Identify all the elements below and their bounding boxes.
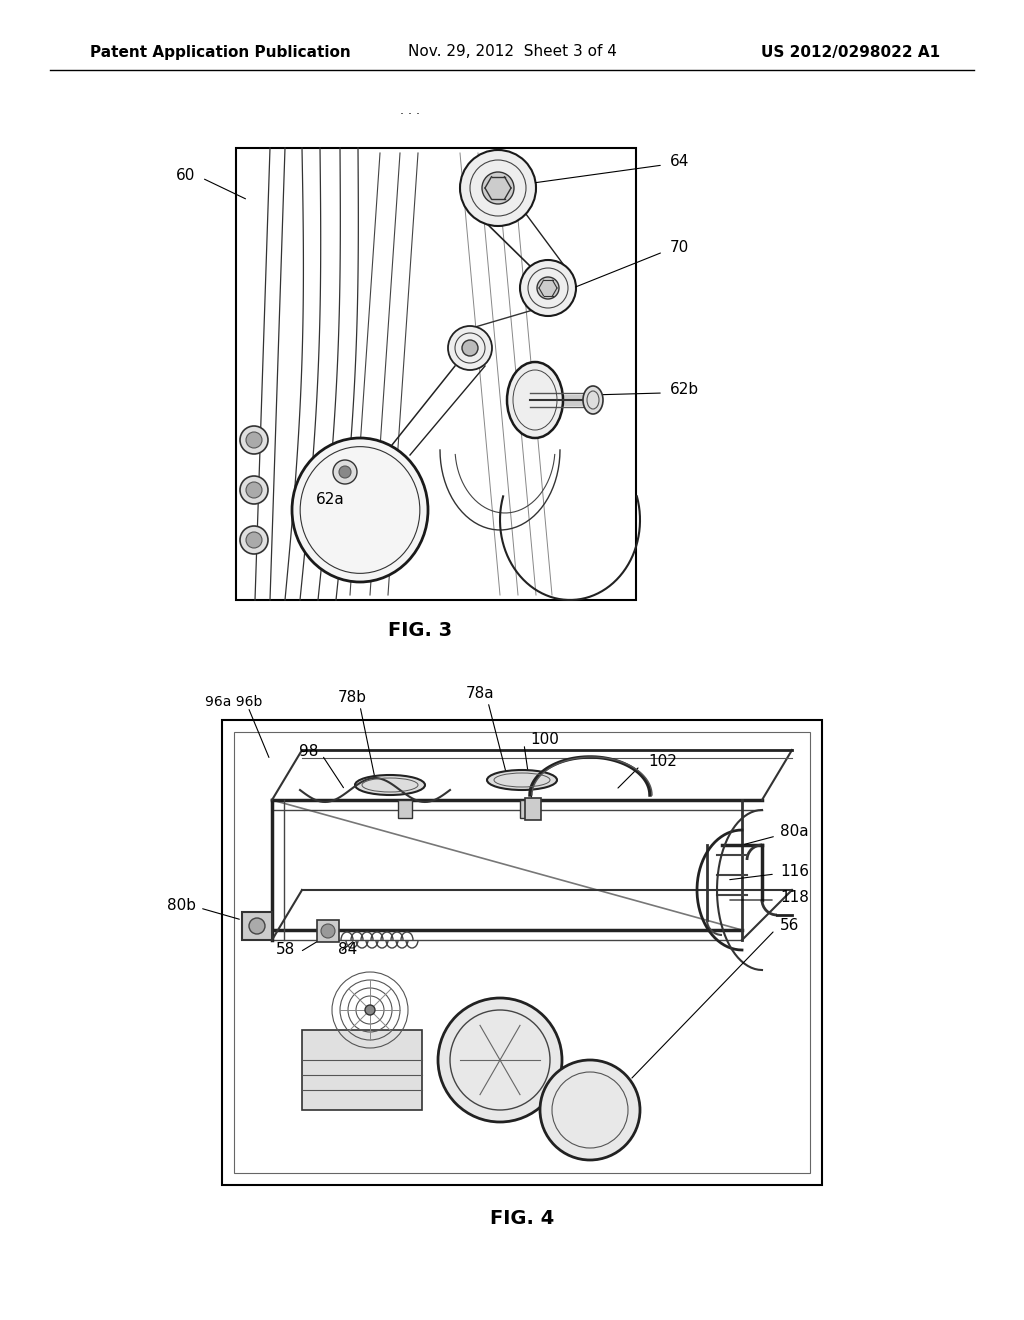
- Circle shape: [520, 260, 575, 315]
- Bar: [234, 733, 810, 1173]
- Text: . . .: . . .: [400, 103, 420, 116]
- Ellipse shape: [583, 385, 603, 414]
- Text: 84: 84: [338, 942, 357, 957]
- Text: 102: 102: [648, 755, 677, 770]
- Text: 62b: 62b: [670, 383, 699, 397]
- Circle shape: [462, 341, 478, 356]
- Circle shape: [449, 326, 492, 370]
- Bar: [520, 800, 534, 818]
- Ellipse shape: [292, 438, 428, 582]
- Circle shape: [321, 924, 335, 939]
- Circle shape: [460, 150, 536, 226]
- Circle shape: [365, 1005, 375, 1015]
- Ellipse shape: [540, 1060, 640, 1160]
- Circle shape: [339, 466, 351, 478]
- Bar: [222, 719, 822, 1185]
- Text: 70: 70: [670, 240, 689, 256]
- Text: 80a: 80a: [780, 825, 809, 840]
- Circle shape: [537, 277, 559, 300]
- Ellipse shape: [438, 998, 562, 1122]
- Text: FIG. 4: FIG. 4: [489, 1209, 554, 1228]
- Circle shape: [333, 459, 357, 484]
- Circle shape: [249, 917, 265, 935]
- Text: 100: 100: [530, 733, 559, 747]
- Text: 96a 96b: 96a 96b: [205, 696, 262, 709]
- Circle shape: [246, 482, 262, 498]
- Bar: [302, 1030, 422, 1110]
- Text: 62a: 62a: [315, 492, 344, 507]
- Bar: [398, 800, 412, 818]
- Circle shape: [246, 432, 262, 447]
- Ellipse shape: [507, 362, 563, 438]
- Bar: [222, 719, 822, 1185]
- Text: 60: 60: [176, 168, 195, 182]
- Text: 116: 116: [780, 865, 809, 879]
- Bar: [525, 799, 541, 820]
- Text: 78a: 78a: [466, 685, 495, 701]
- Circle shape: [246, 532, 262, 548]
- Bar: [242, 912, 272, 940]
- Text: 78b: 78b: [338, 689, 367, 705]
- Text: US 2012/0298022 A1: US 2012/0298022 A1: [761, 45, 940, 59]
- Bar: [236, 148, 636, 601]
- Text: FIG. 3: FIG. 3: [388, 620, 452, 639]
- Bar: [317, 920, 339, 942]
- Circle shape: [240, 426, 268, 454]
- Text: Nov. 29, 2012  Sheet 3 of 4: Nov. 29, 2012 Sheet 3 of 4: [408, 45, 616, 59]
- Ellipse shape: [487, 770, 557, 789]
- Text: Patent Application Publication: Patent Application Publication: [90, 45, 351, 59]
- Ellipse shape: [355, 775, 425, 795]
- Text: 56: 56: [780, 917, 800, 932]
- Text: 80b: 80b: [167, 898, 196, 912]
- Circle shape: [482, 172, 514, 205]
- Text: 98: 98: [299, 744, 318, 759]
- Text: 64: 64: [670, 154, 689, 169]
- Text: 118: 118: [780, 891, 809, 906]
- Text: 58: 58: [275, 942, 295, 957]
- Bar: [236, 148, 636, 601]
- Circle shape: [240, 477, 268, 504]
- Circle shape: [240, 525, 268, 554]
